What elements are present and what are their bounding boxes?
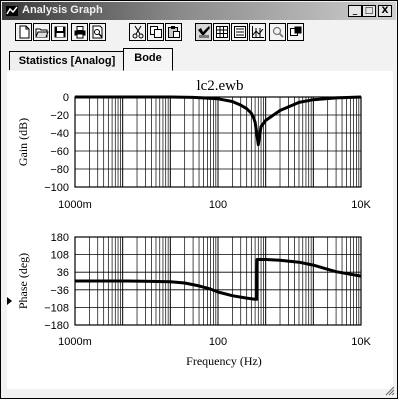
gain-plot: 0 −20 −40 −60 −80 −100 1000m 100 10K lc2.ewb Gain … — [16, 78, 371, 211]
title-bar[interactable]: Analysis Graph _ □ X — [2, 2, 396, 20]
gain-ytick-label: 0 — [63, 92, 69, 104]
legend-icon[interactable] — [231, 23, 248, 41]
maximize-button[interactable]: □ — [362, 5, 376, 17]
gain-xtick-label: 100 — [209, 199, 227, 211]
new-document-icon[interactable] — [15, 23, 32, 41]
phase-ytick-label: 180 — [51, 232, 69, 244]
phase-ytick-label: 108 — [51, 250, 69, 262]
close-button[interactable]: X — [378, 5, 392, 17]
gain-ytick-label: −100 — [44, 182, 69, 194]
save-disk-icon[interactable] — [51, 23, 68, 41]
tab-bode[interactable]: Bode — [123, 48, 173, 71]
gain-ylabel: Gain (dB) — [16, 118, 30, 166]
resize-grip-icon[interactable] — [383, 384, 395, 396]
minimize-button[interactable]: _ — [348, 5, 362, 17]
grid-toggle-icon[interactable] — [213, 23, 230, 41]
gain-xtick-label: 10K — [351, 199, 371, 211]
restore-graph-icon[interactable] — [287, 23, 304, 41]
phase-xtick-label: 1000m — [58, 336, 92, 348]
gain-ytick-label: −60 — [50, 146, 69, 158]
copy-icon[interactable] — [147, 23, 164, 41]
open-folder-icon[interactable] — [33, 23, 50, 41]
bode-graph-panel: 0 −20 −40 −60 −80 −100 1000m 100 10K lc2.ewb Gain … — [7, 71, 393, 389]
gain-ytick-label: −40 — [50, 128, 69, 140]
phase-xlabel: Frequency (Hz) — [186, 354, 262, 368]
tab-statistics-analog[interactable]: Statistics [Analog] — [9, 51, 125, 70]
cut-scissors-icon[interactable] — [129, 23, 146, 41]
gain-frame — [74, 96, 362, 188]
app-icon — [6, 6, 18, 16]
tab-bar: Statistics [Analog] Bode — [7, 47, 393, 72]
gain-chart-title: lc2.ewb — [196, 78, 243, 94]
phase-xtick-label: 100 — [209, 336, 227, 348]
print-preview-icon[interactable] — [89, 23, 106, 41]
paste-icon[interactable] — [165, 23, 182, 41]
properties-icon[interactable] — [195, 23, 212, 41]
bode-plots: 0 −20 −40 −60 −80 −100 1000m 100 10K lc2.ewb Gain … — [7, 78, 371, 368]
gain-series-line — [75, 95, 362, 147]
window-title: Analysis Graph — [22, 4, 103, 16]
marker-arrow-icon — [7, 297, 12, 305]
gain-ytick-label: −20 — [50, 110, 69, 122]
phase-series-line — [75, 258, 362, 301]
phase-ylabel: Phase (deg) — [16, 253, 30, 309]
gain-xtick-label: 1000m — [58, 199, 92, 211]
zoom-icon[interactable] — [269, 23, 286, 41]
phase-ytick-label: −180 — [44, 320, 69, 332]
cursors-icon[interactable] — [249, 23, 266, 41]
gain-ytick-label: −80 — [50, 164, 69, 176]
phase-ytick-label: −36 — [50, 285, 69, 297]
phase-ytick-label: 36 — [57, 267, 69, 279]
print-icon[interactable] — [71, 23, 88, 41]
phase-xtick-label: 10K — [351, 336, 371, 348]
phase-ytick-label: −108 — [44, 302, 69, 314]
phase-plot: 180 108 36 −36 −108 −180 1000m 100 10K Phase (deg… — [16, 232, 371, 368]
